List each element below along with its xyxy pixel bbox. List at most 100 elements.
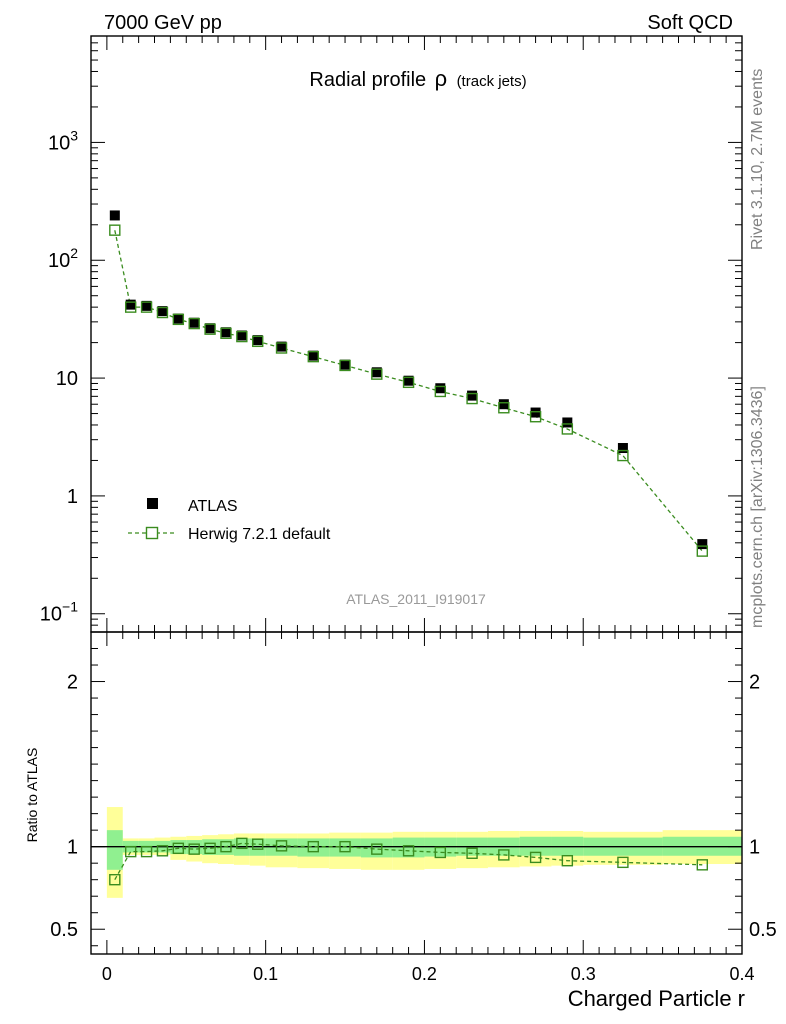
main-y-tick-label: 102 (48, 245, 78, 272)
atlas-data-point (617, 443, 628, 454)
ratio-y-tick-label-right: 2 (749, 672, 760, 694)
ratio-herwig-point (124, 845, 137, 858)
herwig-point (109, 224, 121, 236)
ratio-y-tick-label: 0.5 (50, 919, 78, 941)
ratio-ylabel: Ratio to ATLAS (24, 748, 40, 843)
ratio-herwig-point (498, 849, 510, 861)
ratio-herwig-point (140, 845, 153, 858)
ratio-band-inner (360, 838, 393, 858)
x-tick-label: 0.3 (571, 964, 596, 984)
herwig-point (402, 376, 415, 389)
herwig-point (696, 545, 709, 557)
ratio-herwig-point (561, 855, 574, 867)
ratio-herwig-point (466, 847, 478, 859)
atlas-data-point (403, 375, 414, 386)
title-rho-symbol: ρ (435, 66, 448, 91)
atlas-data-point (236, 330, 247, 341)
ratio-herwig-point (402, 845, 415, 857)
herwig-point (220, 327, 232, 339)
atlas-data-point (189, 317, 200, 328)
atlas-data-point (308, 350, 319, 361)
x-tick-label: 0 (102, 964, 112, 984)
x-tick-label: 0.1 (253, 964, 278, 984)
main-panel: 10−1 1 10 102 103 Radial profile ρ (track je… (40, 35, 743, 633)
ratio-band-inner (392, 837, 425, 858)
atlas-data-point (340, 359, 351, 370)
atlas-data-point (530, 407, 541, 418)
ratio-panel: 0.5 0.5 1 1 2 2 Ratio to ATLAS (24, 631, 777, 955)
atlas-data-point (252, 335, 263, 346)
x-tick-label: 0.2 (412, 964, 437, 984)
x-tick-label: 0.4 (729, 964, 754, 984)
ratio-herwig-point (696, 859, 709, 871)
atlas-data-point (562, 417, 573, 428)
ratio-herwig-line (114, 842, 703, 881)
herwig-point (339, 359, 351, 372)
herwig-point (252, 335, 264, 348)
atlas-data-point (697, 539, 708, 550)
ratio-herwig-point (172, 842, 185, 855)
ratio-band-inner (106, 830, 123, 870)
herwig-point (617, 449, 629, 462)
title-suffix-text: (track jets) (457, 73, 527, 90)
atlas-data-point (205, 323, 216, 334)
ratio-herwig-point (339, 840, 351, 853)
main-y-tick-label: 1 (67, 486, 78, 508)
mcplots-label: mcplots.cern.ch [arXiv:1306.3436] (749, 386, 766, 628)
atlas-data-point (371, 367, 382, 378)
herwig-point (275, 342, 288, 354)
legend-atlas-marker (147, 498, 158, 509)
ratio-markers-group (109, 837, 709, 886)
main-title: Radial profile ρ (track jets) (309, 66, 526, 91)
ratio-herwig-point (434, 846, 447, 859)
ratio-herwig-point (156, 845, 169, 857)
main-ticks-group: 10−1 1 10 102 103 (40, 35, 743, 633)
main-markers-group (109, 210, 709, 557)
main-y-tick-label: 10−1 (40, 599, 78, 626)
herwig-point (434, 385, 447, 398)
energy-label: 7000 GeV pp (104, 12, 222, 34)
atlas-data-point (276, 341, 287, 352)
process-label: Soft QCD (647, 12, 733, 34)
ratio-herwig-point (188, 843, 200, 855)
atlas-data-point (220, 327, 231, 338)
x-ticklabels-group: 0 0.1 0.2 0.3 0.4 (102, 964, 755, 984)
ratio-herwig-point (109, 873, 121, 886)
atlas-data-point (498, 399, 509, 410)
ratio-y-tick-label: 2 (67, 672, 78, 694)
herwig-point (156, 306, 169, 319)
rivet-version-label: Rivet 3.1.10, 2.7M events (749, 69, 766, 250)
ratio-band-inner (297, 838, 330, 857)
ratio-herwig-point (252, 838, 264, 850)
herwig-point (204, 323, 216, 335)
ratio-herwig-point (220, 840, 232, 853)
atlas-data-point (157, 306, 168, 317)
herwig-line (114, 230, 703, 552)
ratio-herwig-point (529, 851, 542, 864)
title-main-text: Radial profile (309, 69, 426, 91)
ratio-herwig-point (236, 837, 248, 850)
atlas-data-point (173, 313, 184, 324)
atlas-data-point (467, 390, 478, 401)
atlas-data-point (125, 299, 136, 310)
herwig-point (307, 350, 319, 363)
ratio-y-tick-label-right: 0.5 (749, 919, 777, 941)
ratio-herwig-point (275, 840, 288, 852)
herwig-point (236, 330, 248, 343)
legend-atlas-label: ATLAS (188, 498, 238, 515)
herwig-point (371, 368, 383, 380)
atlas-data-point (435, 383, 446, 394)
ratio-frame (90, 631, 743, 955)
herwig-point (140, 301, 153, 313)
herwig-point (172, 313, 185, 326)
ratio-herwig-point (371, 843, 383, 855)
atlas-data-point (141, 300, 152, 311)
herwig-point (466, 392, 478, 405)
herwig-point (529, 411, 542, 423)
herwig-point (124, 301, 137, 313)
ratio-band-inner (329, 838, 361, 857)
ratio-y-tick-label-right: 1 (749, 837, 760, 859)
legend-herwig-label: Herwig 7.2.1 default (188, 526, 331, 543)
ratio-herwig-point (617, 856, 629, 869)
